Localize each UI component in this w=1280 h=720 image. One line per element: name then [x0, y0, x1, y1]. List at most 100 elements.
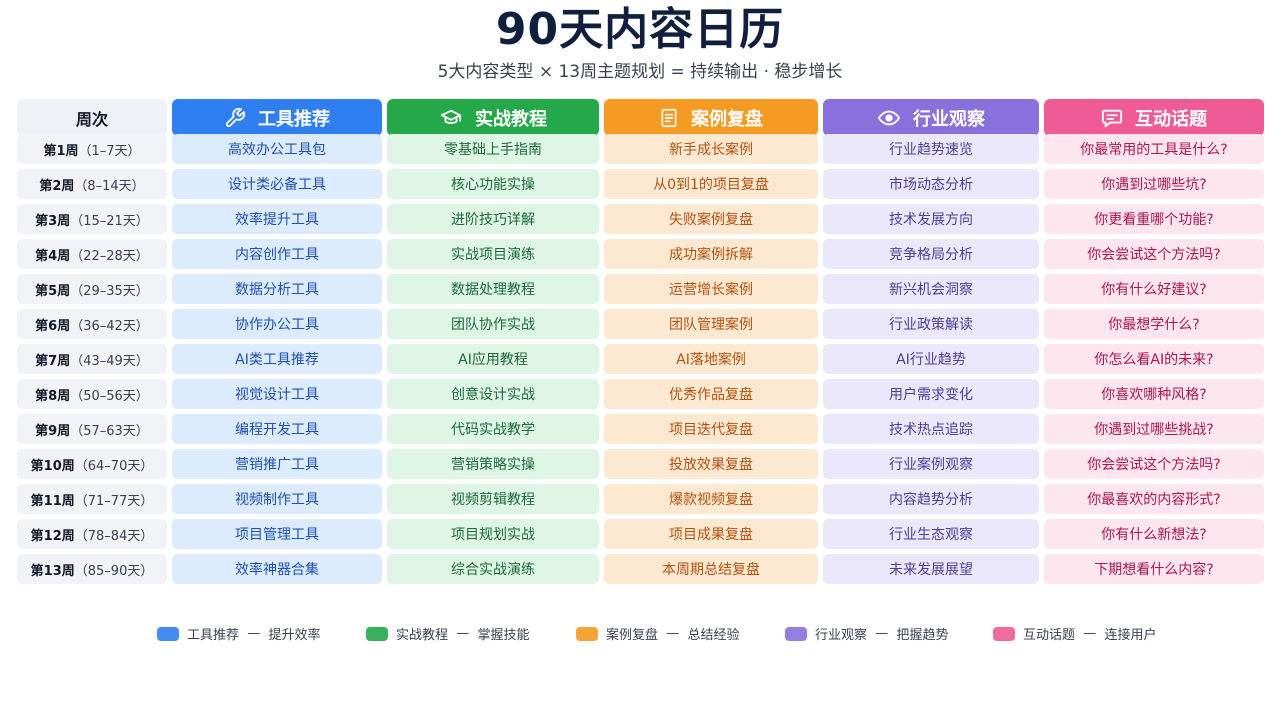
case-topic-cell: 从0到1的项目复盘	[604, 169, 818, 199]
tool-topic-cell: 数据分析工具	[172, 274, 382, 304]
legend-dash: —	[658, 626, 688, 641]
case-topic-cell: 新手成长案例	[604, 134, 818, 164]
week-label: 第3周 （15–21天）	[17, 204, 167, 234]
tutorial-topic-cell: 创意设计实战	[387, 379, 599, 409]
week-label: 第6周 （36–42天）	[17, 309, 167, 339]
week-label: 第5周 （29–35天）	[17, 274, 167, 304]
tool-topic-cell: 内容创作工具	[172, 239, 382, 269]
case-topic-cell: 运营增长案例	[604, 274, 818, 304]
tool-topic-cell: 设计类必备工具	[172, 169, 382, 199]
legend-label: 互动话题	[1023, 628, 1076, 643]
tutorial-topic-cell: 零基础上手指南	[387, 134, 599, 164]
week-number: 第11周	[30, 493, 75, 509]
legend-swatch	[576, 626, 598, 641]
header-interaction: 互动话题	[1044, 99, 1264, 136]
wrench-icon	[225, 107, 246, 127]
legend-swatch	[785, 626, 807, 641]
tool-topic-cell: 协作办公工具	[172, 309, 382, 339]
industry-topic-cell: AI行业趋势	[823, 344, 1039, 374]
week-label: 第11周 （71–77天）	[17, 484, 167, 514]
industry-topic-cell: 技术热点追踪	[823, 414, 1039, 444]
legend-item: 行业观察 — 把握趋势	[785, 624, 949, 643]
legend-item: 工具推荐 — 提升效率	[157, 624, 321, 643]
interaction-topic-cell: 你喜欢哪种风格?	[1044, 379, 1264, 409]
week-number: 第7周	[35, 353, 71, 369]
graduation-cap-icon	[440, 109, 462, 124]
interaction-topic-cell: 你有什么好建议?	[1044, 274, 1264, 304]
page-subtitle: 5大内容类型 × 13周主题规划 = 持续输出 · 稳步增长	[437, 62, 843, 82]
industry-topic-cell: 用户需求变化	[823, 379, 1039, 409]
week-day-range: （57–63天）	[70, 423, 149, 439]
case-topic-cell: 优秀作品复盘	[604, 379, 818, 409]
legend-desc: 掌握技能	[477, 628, 530, 643]
header-week: 周次	[17, 99, 167, 136]
week-day-range: （64–70天）	[74, 458, 154, 474]
industry-topic-cell: 行业生态观察	[823, 519, 1039, 549]
interaction-topic-cell: 你有什么新想法?	[1044, 519, 1264, 549]
legend-label: 案例复盘	[606, 628, 659, 643]
industry-topic-cell: 行业政策解读	[823, 309, 1039, 339]
case-topic-cell: 投放效果复盘	[604, 449, 818, 479]
week-day-range: （15–21天）	[70, 213, 149, 229]
tutorial-topic-cell: AI应用教程	[387, 344, 599, 374]
interaction-topic-cell: 你怎么看AI的未来?	[1044, 344, 1264, 374]
legend-desc: 提升效率	[268, 628, 321, 643]
industry-topic-cell: 竞争格局分析	[823, 239, 1039, 269]
legend-dash: —	[448, 626, 478, 641]
tutorial-topic-cell: 核心功能实操	[387, 169, 599, 199]
legend-swatch	[993, 626, 1015, 641]
header-tools: 工具推荐	[172, 99, 382, 136]
week-label: 第8周 （50–56天）	[17, 379, 167, 409]
week-day-range: （71–77天）	[74, 493, 154, 509]
week-label: 第7周 （43–49天）	[17, 344, 167, 374]
tutorial-topic-cell: 项目规划实战	[387, 519, 599, 549]
tutorial-topic-cell: 数据处理教程	[387, 274, 599, 304]
week-label: 第2周 （8–14天）	[17, 169, 167, 199]
legend-swatch	[366, 626, 388, 641]
case-topic-cell: 项目迭代复盘	[604, 414, 818, 444]
case-topic-cell: 本周期总结复盘	[604, 554, 818, 584]
week-number: 第2周	[39, 178, 75, 194]
week-day-range: （22–28天）	[70, 248, 149, 264]
week-day-range: （85–90天）	[74, 563, 154, 579]
industry-topic-cell: 市场动态分析	[823, 169, 1039, 199]
case-topic-cell: 成功案例拆解	[604, 239, 818, 269]
week-number: 第9周	[35, 423, 71, 439]
tutorial-topic-cell: 实战项目演练	[387, 239, 599, 269]
case-topic-cell: 团队管理案例	[604, 309, 818, 339]
tutorial-topic-cell: 团队协作实战	[387, 309, 599, 339]
tool-topic-cell: 视频制作工具	[172, 484, 382, 514]
legend-label: 行业观察	[815, 628, 868, 643]
industry-topic-cell: 未来发展展望	[823, 554, 1039, 584]
tool-topic-cell: 视觉设计工具	[172, 379, 382, 409]
legend-desc: 总结经验	[687, 628, 740, 643]
week-day-range: （1–7天）	[78, 143, 141, 159]
case-topic-cell: 项目成果复盘	[604, 519, 818, 549]
tutorial-topic-cell: 视频剪辑教程	[387, 484, 599, 514]
week-label: 第10周 （64–70天）	[17, 449, 167, 479]
interaction-topic-cell: 你最喜欢的内容形式?	[1044, 484, 1264, 514]
week-number: 第5周	[35, 283, 71, 299]
case-topic-cell: 失败案例复盘	[604, 204, 818, 234]
week-label: 第4周 （22–28天）	[17, 239, 167, 269]
industry-topic-cell: 内容趋势分析	[823, 484, 1039, 514]
interaction-topic-cell: 你最想学什么?	[1044, 309, 1264, 339]
page-title: 90天内容日历	[495, 4, 785, 55]
header-industry: 行业观察	[823, 99, 1039, 136]
legend-item: 实战教程 — 掌握技能	[366, 624, 530, 643]
interaction-topic-cell: 下期想看什么内容?	[1044, 554, 1264, 584]
header-cases-label: 案例复盘	[691, 108, 763, 130]
header-interaction-label: 互动话题	[1135, 108, 1207, 130]
header-cases: 案例复盘	[604, 99, 818, 136]
tool-topic-cell: 项目管理工具	[172, 519, 382, 549]
legend-item: 互动话题 — 连接用户	[993, 624, 1157, 643]
tool-topic-cell: 营销推广工具	[172, 449, 382, 479]
interaction-topic-cell: 你更看重哪个功能?	[1044, 204, 1264, 234]
header-tools-label: 工具推荐	[258, 108, 330, 130]
week-day-range: （8–14天）	[74, 178, 145, 194]
case-topic-cell: 爆款视频复盘	[604, 484, 818, 514]
week-number: 第12周	[30, 528, 75, 544]
week-day-range: （36–42天）	[70, 318, 149, 334]
tool-topic-cell: AI类工具推荐	[172, 344, 382, 374]
interaction-topic-cell: 你遇到过哪些坑?	[1044, 169, 1264, 199]
